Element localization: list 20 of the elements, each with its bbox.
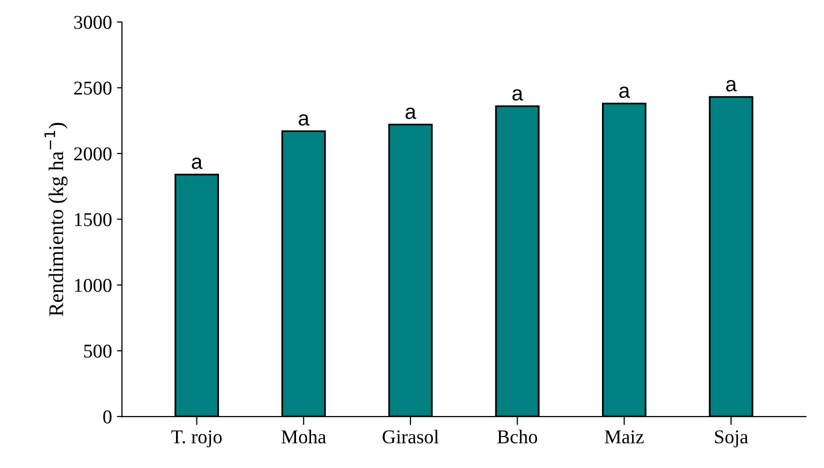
y-tick-label: 1500 [75, 213, 112, 226]
annotation: a [298, 114, 310, 126]
annotation: a [512, 89, 524, 101]
annotation: a [726, 80, 737, 92]
x-tick-label: Maiz [604, 430, 644, 444]
annotation: a [406, 108, 416, 120]
x-tick-label: Soja [715, 430, 748, 448]
y-tick-label: 500 [84, 344, 112, 358]
y-axis-title: Rendimiento (kg ha$^{−1}$) [44, 122, 68, 316]
y-tick-label: 0 [103, 410, 112, 424]
annotation: a [192, 158, 203, 170]
y-tick-label: 3000 [74, 16, 112, 29]
y-tick-label: 2500 [74, 82, 112, 95]
x-tick-label: Moha [281, 430, 326, 444]
annotation: a [619, 86, 630, 98]
x-tick-label: T. rojo [171, 430, 222, 448]
y-tick-label: 2000 [74, 147, 112, 160]
x-tick-label: Bcho [497, 430, 538, 444]
y-tick-label: 1000 [75, 278, 112, 292]
x-tick-label: Girasol [382, 430, 439, 444]
